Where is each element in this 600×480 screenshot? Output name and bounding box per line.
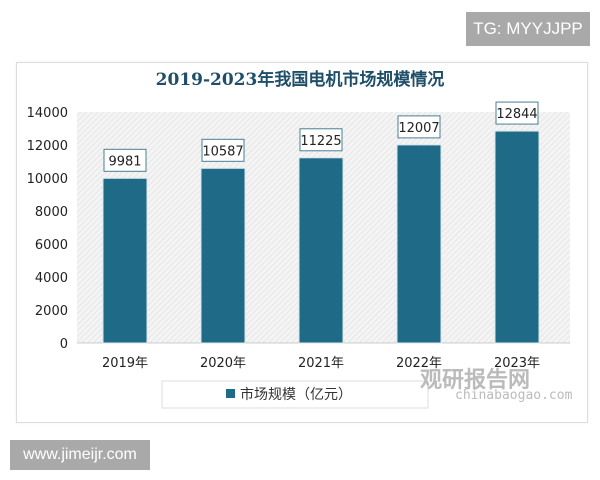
data-label-box: [299, 128, 343, 152]
y-tick-label: 8000: [35, 205, 68, 220]
data-label: 10587: [202, 144, 243, 159]
x-tick-label: 2021年: [298, 356, 344, 371]
data-label-box: [103, 148, 147, 172]
y-tick-label: 10000: [27, 172, 68, 187]
data-label: 11225: [300, 134, 341, 149]
y-tick-label: 6000: [35, 238, 68, 253]
x-tick-label: 2023年: [494, 356, 540, 371]
x-tick-label: 2020年: [200, 356, 246, 371]
chart-frame: [16, 62, 588, 423]
data-label: 12007: [398, 121, 439, 136]
y-tick-label: 0: [60, 337, 68, 352]
y-tick-label: 2000: [35, 304, 68, 319]
legend-swatch: [226, 389, 235, 398]
tg-watermark: TG: MYYJJPP: [466, 12, 590, 46]
y-tick-label: 12000: [27, 139, 68, 154]
brand-url-watermark: chinabaogao.com: [455, 388, 573, 403]
bar-2020年: [200, 167, 246, 344]
bar-2021年: [298, 157, 344, 344]
legend-box: [161, 380, 429, 409]
data-label-box: [495, 101, 539, 125]
site-watermark: www.jimeijr.com: [10, 440, 150, 470]
y-tick-label: 4000: [35, 271, 68, 286]
legend-label: 市场规模（亿元）: [240, 386, 352, 403]
bar-2022年: [396, 144, 442, 344]
data-label-box: [397, 115, 441, 139]
x-tick-label: 2022年: [396, 356, 442, 371]
x-tick-label: 2019年: [102, 356, 148, 371]
y-tick-label: 14000: [27, 106, 68, 121]
data-label: 9981: [108, 154, 141, 169]
data-label: 12844: [496, 107, 537, 122]
chart-title: 2019-2023年我国电机市场规模情况: [156, 69, 445, 90]
bar-2019年: [102, 177, 148, 344]
brand-watermark: 观研报告网: [420, 368, 531, 393]
bar-2023年: [494, 130, 540, 344]
data-label-box: [201, 138, 245, 162]
